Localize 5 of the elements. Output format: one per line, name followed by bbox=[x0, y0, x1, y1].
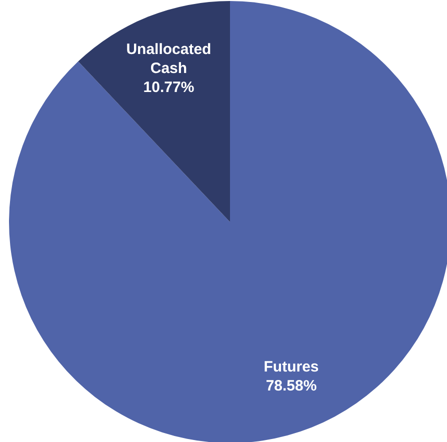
data-label: 78.58% bbox=[266, 377, 317, 394]
slice-label: Futures bbox=[264, 358, 319, 376]
slice-label: Unallocated Cash bbox=[126, 40, 212, 76]
data-label: 10.77% bbox=[143, 78, 194, 96]
pie-slice bbox=[78, 1, 230, 222]
